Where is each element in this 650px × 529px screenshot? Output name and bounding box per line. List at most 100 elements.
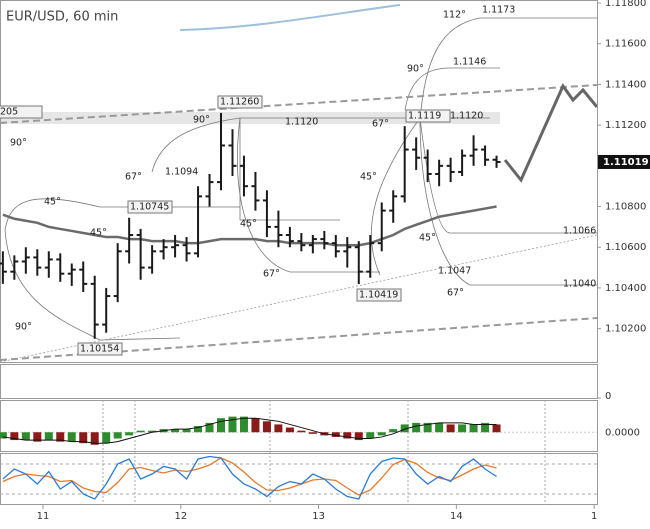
annotation: 45°	[240, 219, 257, 230]
macd-bar	[423, 422, 432, 433]
macd-bar	[194, 426, 203, 433]
macd-bar	[182, 429, 191, 433]
macd-bar	[79, 432, 88, 444]
macd-bar	[285, 427, 294, 433]
macd-bar	[377, 432, 386, 436]
macd-bar	[0, 432, 7, 439]
separators	[102, 400, 546, 505]
annotation-box	[127, 200, 173, 214]
annotation: 205	[0, 107, 18, 118]
macd-tick-label: 0.0000	[605, 427, 640, 438]
annotation-box	[405, 109, 451, 123]
annotation: 1.10154	[80, 344, 119, 355]
x-tick-label: 12	[174, 511, 187, 522]
macd-bar	[297, 430, 306, 433]
macd-bar	[446, 424, 455, 433]
moving-average	[2, 205, 497, 247]
x-tick-label: 11	[37, 511, 50, 522]
y-tick-label: 1.10200	[605, 324, 646, 335]
annotation: 67°	[447, 288, 464, 299]
macd-bar	[90, 432, 99, 445]
macd-bar	[389, 429, 398, 433]
macd-bar	[205, 422, 214, 433]
x-tick-label: 14	[450, 511, 463, 522]
macd-bar	[469, 424, 478, 433]
macd-bar	[67, 432, 76, 442]
annotation: 45°	[90, 228, 107, 239]
annotation: 1.1047	[438, 266, 471, 277]
annotation: 1.1066	[563, 226, 596, 237]
annotation: 90°	[15, 322, 32, 333]
macd-bar	[171, 429, 180, 433]
annotation: 112°	[443, 10, 466, 21]
macd-bar	[366, 432, 375, 439]
annotation-box	[217, 95, 263, 109]
macd-bar	[33, 432, 42, 442]
annotation: 45°	[419, 233, 436, 244]
macd-bar	[217, 418, 226, 433]
macd-bar	[435, 422, 444, 433]
annotation: 90°	[193, 115, 210, 126]
annotation: 90°	[407, 64, 424, 75]
annotation: 1.11260	[220, 97, 259, 108]
annotation: 67°	[372, 119, 389, 130]
macd-bar	[239, 416, 248, 433]
macd-bar	[21, 432, 30, 441]
macd-signal	[2, 417, 497, 444]
macd-bar	[148, 430, 157, 433]
y-tick-label: 1.10600	[605, 242, 646, 253]
annotation: 1.10745	[130, 202, 169, 213]
y-tick-label: 1.11800	[605, 0, 646, 9]
macd-bar	[274, 424, 283, 433]
macd-bar	[458, 424, 467, 433]
macd-bar	[10, 432, 19, 441]
macd-bar	[492, 424, 501, 433]
annotation-box	[77, 342, 123, 356]
annotation: 1.10419	[359, 290, 398, 301]
y-tick-label: 1.10400	[605, 283, 646, 294]
macd-bar	[56, 432, 65, 442]
annotation: 1.1094	[165, 167, 198, 178]
macd-bar	[136, 430, 145, 433]
annotation: 1.1119	[408, 111, 441, 122]
macd-bar	[343, 432, 352, 439]
macd-bar	[102, 432, 111, 444]
macd-bar	[228, 416, 237, 433]
stoch-d	[2, 457, 497, 496]
macd-bar	[412, 422, 421, 433]
upper-curve	[179, 4, 401, 31]
macd-bar	[113, 432, 122, 439]
trend-line	[0, 84, 598, 124]
price-label: 1.11019	[603, 157, 649, 168]
annotation: 67°	[263, 269, 280, 280]
annotation: 90°	[10, 138, 27, 149]
price-marker	[598, 154, 650, 169]
x-tick-label: 1	[591, 511, 597, 522]
y-tick-label: 1.11400	[605, 79, 646, 90]
annotation: 45°	[44, 197, 61, 208]
annotation: 1.1040	[563, 279, 596, 290]
macd-bar	[481, 422, 490, 433]
annotation: 1.1173	[482, 5, 515, 16]
panel-frames	[0, 0, 598, 505]
y-tick-label: 1.10800	[605, 202, 646, 213]
annotation: 1.1146	[453, 57, 486, 68]
annotation: 67°	[125, 172, 142, 183]
annotation-box	[0, 105, 43, 119]
annotation: 45°	[360, 172, 377, 183]
stoch-k	[2, 455, 497, 500]
macd-bar	[308, 432, 317, 434]
trend-line	[0, 234, 598, 363]
annotation-box	[356, 288, 402, 302]
annotation: 1.1120	[285, 117, 318, 128]
macd-bar	[251, 418, 260, 433]
annotation: 1.1120	[450, 111, 483, 122]
chart-title: EUR/USD, 60 min	[6, 10, 118, 25]
macd-bar	[354, 432, 363, 441]
macd-bar	[262, 421, 271, 433]
macd-bar	[400, 424, 409, 433]
macd-bar	[125, 432, 134, 436]
x-tick-label: 13	[312, 511, 325, 522]
